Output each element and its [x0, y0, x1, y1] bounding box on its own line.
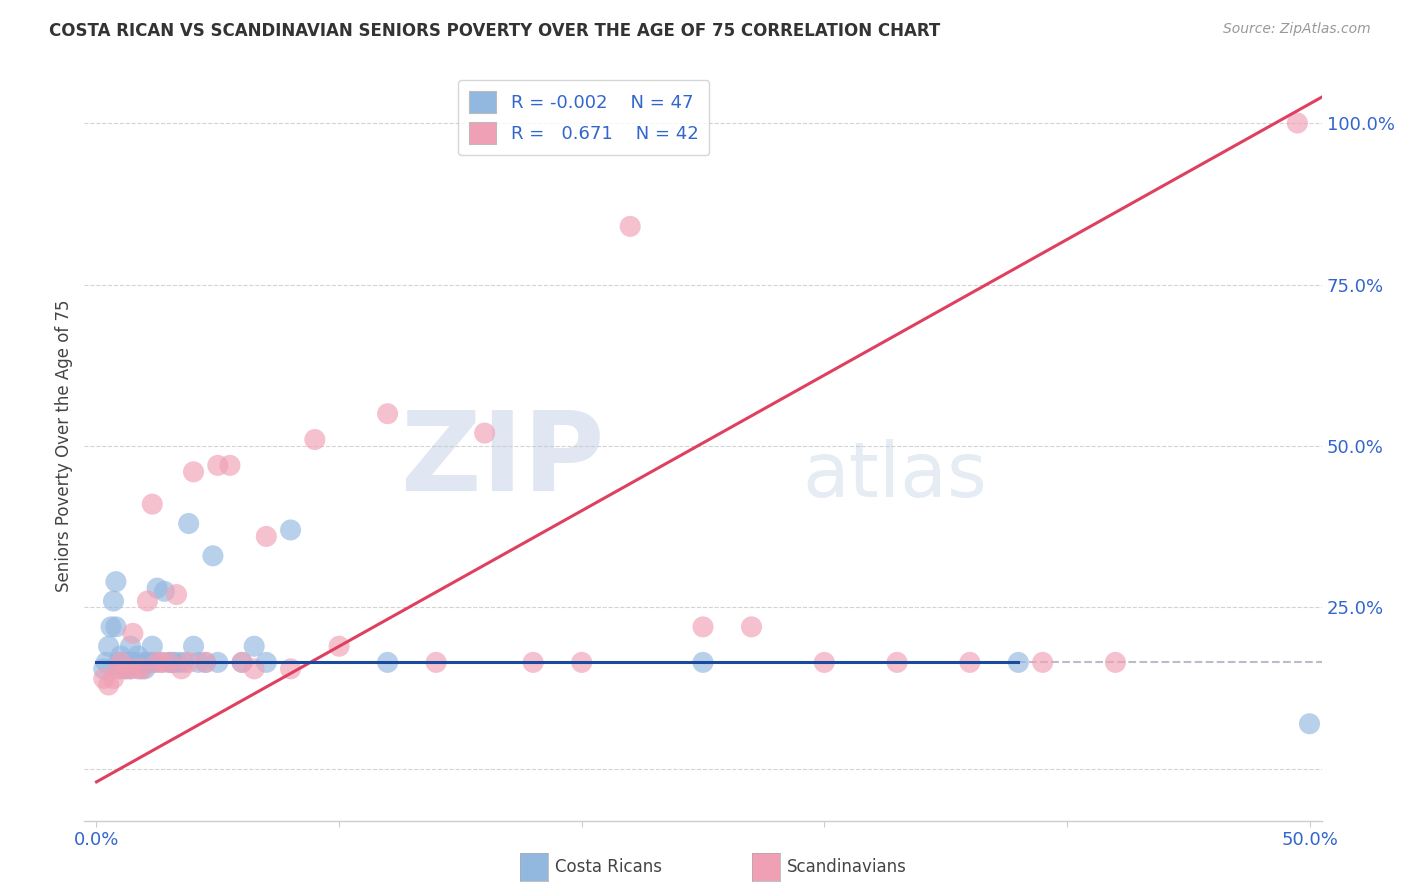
Point [120, 662, 142, 676]
Point [120, 662, 142, 676]
Point [1104, 656, 1126, 670]
Point [177, 656, 200, 670]
Point [194, 656, 217, 670]
Point [1298, 716, 1320, 731]
Point [163, 656, 186, 670]
Point [104, 620, 127, 634]
Point [231, 656, 253, 670]
Point [129, 662, 152, 676]
Point [1007, 656, 1029, 670]
Point [243, 662, 266, 676]
Point [425, 656, 447, 670]
Point [103, 594, 125, 608]
Point [959, 656, 981, 670]
Point [153, 584, 176, 599]
Point [1032, 656, 1054, 670]
Text: Source: ZipAtlas.com: Source: ZipAtlas.com [1223, 22, 1371, 37]
Point [136, 656, 159, 670]
Point [474, 426, 496, 441]
Legend: R = -0.002    N = 47, R =   0.671    N = 42: R = -0.002 N = 47, R = 0.671 N = 42 [458, 80, 710, 155]
Point [173, 656, 195, 670]
Y-axis label: Seniors Poverty Over the Age of 75: Seniors Poverty Over the Age of 75 [55, 300, 73, 592]
Point [122, 656, 145, 670]
Text: Scandinavians: Scandinavians [787, 858, 907, 876]
Point [93, 662, 115, 676]
Point [114, 662, 136, 676]
Point [141, 497, 163, 511]
Point [110, 656, 132, 670]
Point [139, 656, 162, 670]
Point [107, 656, 129, 670]
Point [107, 662, 129, 676]
Point [110, 662, 132, 676]
Point [120, 639, 142, 653]
Point [143, 656, 166, 670]
Point [183, 639, 205, 653]
Point [219, 458, 242, 473]
Point [813, 656, 835, 670]
Point [166, 588, 188, 602]
Point [328, 639, 350, 653]
Point [127, 648, 149, 663]
Point [243, 639, 266, 653]
Text: atlas: atlas [801, 439, 987, 513]
Point [741, 620, 763, 634]
Point [131, 662, 153, 676]
Point [141, 639, 163, 653]
Point [886, 656, 908, 670]
Point [304, 433, 326, 447]
Point [112, 656, 135, 670]
Point [114, 662, 136, 676]
Point [93, 672, 115, 686]
Point [522, 656, 544, 670]
Text: ZIP: ZIP [401, 408, 605, 515]
Text: COSTA RICAN VS SCANDINAVIAN SENIORS POVERTY OVER THE AGE OF 75 CORRELATION CHART: COSTA RICAN VS SCANDINAVIAN SENIORS POVE… [49, 22, 941, 40]
Point [104, 574, 127, 589]
Point [100, 620, 122, 634]
Point [136, 594, 159, 608]
Point [110, 648, 132, 663]
Point [97, 639, 120, 653]
Point [187, 656, 209, 670]
Point [124, 656, 146, 670]
Point [183, 465, 205, 479]
Point [146, 656, 169, 670]
Point [280, 662, 302, 676]
Point [117, 656, 139, 670]
Point [146, 581, 169, 595]
Point [377, 407, 399, 421]
Point [160, 656, 183, 670]
Point [157, 656, 180, 670]
Point [103, 672, 125, 686]
Text: Costa Ricans: Costa Ricans [555, 858, 662, 876]
Point [194, 656, 217, 670]
Point [254, 529, 277, 543]
Point [122, 626, 145, 640]
Point [254, 656, 277, 670]
Point [150, 656, 173, 670]
Point [127, 662, 149, 676]
Point [692, 620, 714, 634]
Point [571, 656, 593, 670]
Point [377, 656, 399, 670]
Point [207, 458, 229, 473]
Point [619, 219, 641, 234]
Point [231, 656, 253, 670]
Point [177, 516, 200, 531]
Point [201, 549, 224, 563]
Point [1286, 116, 1309, 130]
Point [167, 656, 190, 670]
Point [150, 656, 173, 670]
Point [96, 656, 118, 670]
Point [97, 678, 120, 692]
Point [280, 523, 302, 537]
Point [207, 656, 229, 670]
Point [134, 662, 156, 676]
Point [131, 656, 153, 670]
Point [692, 656, 714, 670]
Point [157, 656, 180, 670]
Point [170, 662, 193, 676]
